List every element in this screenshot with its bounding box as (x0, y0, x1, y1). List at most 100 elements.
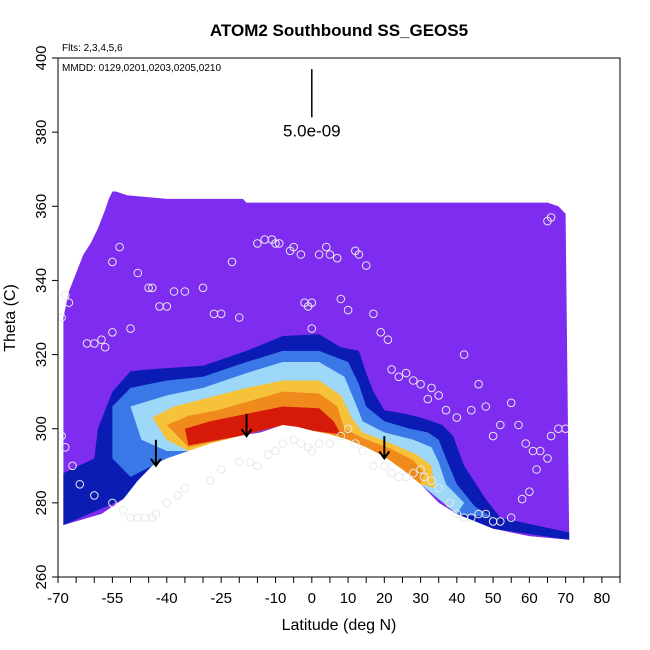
arrow-marker (378, 436, 391, 461)
sample-point (488, 431, 498, 441)
sample-point (325, 250, 335, 259)
x-tick-label: -40 (156, 590, 178, 607)
sample-point (180, 287, 190, 296)
sample-point (369, 461, 378, 471)
sample-point (332, 253, 342, 263)
sample-point (119, 506, 128, 515)
sample-point (108, 257, 117, 267)
sample-point (383, 335, 393, 345)
sample-point (481, 509, 491, 519)
sample-point (546, 213, 556, 222)
sample-point (467, 405, 476, 415)
sample-point (427, 383, 436, 393)
x-tick-label: 60 (521, 590, 538, 607)
sample-point (314, 439, 324, 448)
x-axis: -70 -55 -40 -25 -10 0 10 20 30 40 50 60 70 80 (47, 577, 621, 607)
y-tick-label: 300 (33, 416, 50, 441)
sample-point (151, 509, 161, 519)
sample-point (351, 439, 360, 448)
x-tick-label: -55 (102, 590, 124, 607)
sample-point (108, 328, 117, 337)
sample-point (496, 517, 505, 526)
sample-point (387, 468, 396, 478)
sample-point (535, 446, 545, 456)
sample-point (235, 457, 244, 467)
sample-point (427, 476, 436, 485)
sample-point (325, 439, 335, 448)
sample-point (401, 368, 411, 378)
sample-point (416, 379, 425, 389)
sample-point (506, 513, 516, 523)
sample-point (58, 431, 66, 441)
band-orange (166, 391, 425, 485)
x-tick-label: -70 (47, 590, 69, 607)
sample-point (235, 313, 244, 322)
sample-point (64, 298, 74, 308)
sample-point (525, 487, 534, 497)
sample-points (58, 213, 570, 526)
sample-point (336, 431, 346, 441)
arrow-marker (150, 439, 162, 468)
sample-point (162, 302, 172, 311)
plot-frame (57, 57, 621, 578)
sample-point (100, 342, 110, 352)
sample-point (278, 439, 288, 448)
sample-point (169, 287, 179, 296)
x-tick-label: 30 (412, 590, 429, 607)
sample-point (354, 250, 364, 259)
sample-point (68, 461, 77, 471)
plot-area (63, 191, 570, 577)
chart-title: ATOM2 Southbound SS_GEOS5 (210, 21, 468, 40)
sample-point (97, 335, 106, 345)
x-tick-label: 20 (376, 590, 393, 607)
sample-point (358, 446, 367, 456)
sample-point (90, 339, 99, 348)
sample-point (61, 443, 70, 452)
sample-point (314, 250, 324, 259)
sample-point (369, 309, 378, 319)
sample-point (376, 328, 386, 337)
y-axis: 260 280 300 320 340 360 380 400 (33, 45, 58, 590)
sample-point (394, 372, 404, 382)
sample-point (532, 465, 541, 474)
sample-point (474, 379, 483, 389)
x-tick-label: 0 (308, 590, 316, 607)
sample-point (452, 509, 462, 519)
sample-point (343, 305, 353, 315)
sample-point (361, 261, 371, 270)
sample-point (274, 239, 284, 248)
y-axis-label: Theta (C) (2, 284, 19, 352)
x-tick-label: 70 (557, 590, 574, 607)
sample-point (271, 239, 280, 248)
sample-point (423, 394, 433, 404)
sample-point (180, 483, 190, 493)
sample-point (253, 239, 262, 248)
y-tick-label: 320 (33, 342, 50, 367)
flights-note: Flts: 2,3,4,5,6 (62, 43, 123, 54)
sample-point (289, 242, 299, 252)
sample-point (253, 461, 262, 471)
sample-point (90, 491, 99, 500)
y-tick-label: 340 (33, 268, 50, 293)
sample-point (343, 424, 353, 434)
y-tick-label: 260 (33, 564, 50, 589)
sample-point (467, 513, 476, 523)
sample-point (289, 435, 299, 445)
scale-label: 5.0e-09 (283, 121, 341, 140)
sample-point (546, 431, 556, 441)
sample-point (409, 376, 418, 385)
sample-point (245, 457, 255, 467)
sample-point (322, 242, 331, 252)
sample-point (521, 439, 531, 448)
sample-point (108, 498, 117, 508)
sample-point (496, 420, 505, 430)
sample-point (216, 465, 226, 474)
sample-point (144, 283, 153, 293)
sample-point (434, 391, 444, 400)
sample-point (58, 313, 66, 322)
sample-point (409, 468, 418, 478)
x-tick-label: 50 (485, 590, 502, 607)
y-tick-label: 380 (33, 120, 50, 145)
sample-point (387, 365, 396, 374)
sample-point (459, 350, 469, 359)
